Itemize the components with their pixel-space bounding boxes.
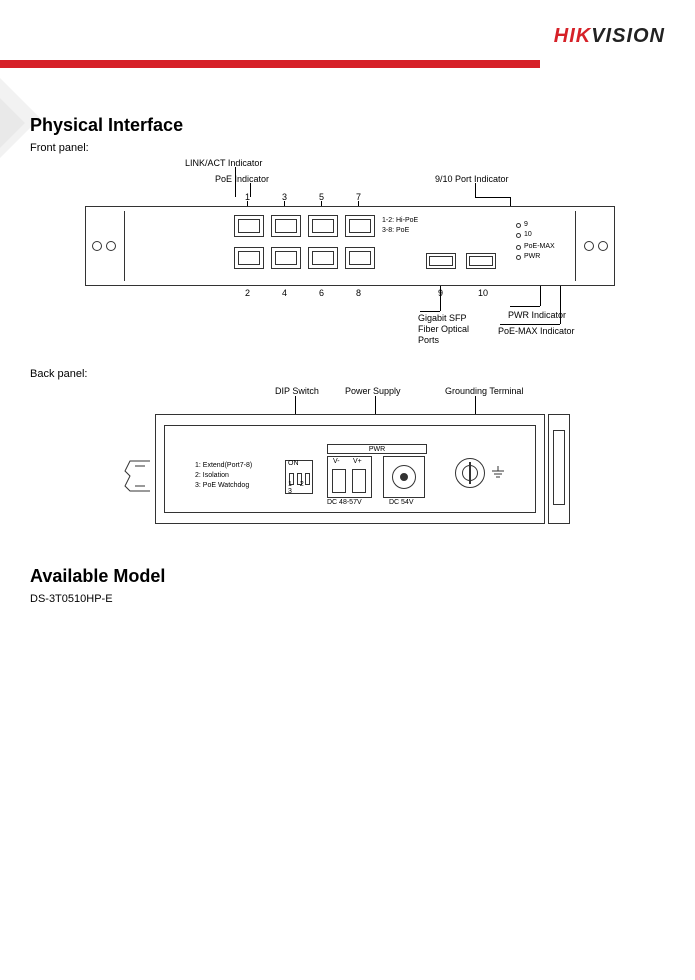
front-panel-label: Front panel:	[30, 142, 665, 154]
callout-pwr-ind: PWR Indicator	[508, 310, 566, 320]
mount-hole-l	[92, 241, 102, 251]
callout-link-act: LINK/ACT Indicator	[185, 158, 262, 168]
port-6	[308, 247, 338, 269]
callout-power: Power Supply	[345, 386, 401, 396]
line-sfp-v	[440, 286, 441, 311]
dip-on: ON	[288, 460, 299, 467]
line-dip	[295, 396, 296, 414]
port-7	[345, 215, 375, 237]
led-label-10: 10	[524, 231, 532, 238]
ground-slot-v	[469, 462, 471, 484]
ground-screw	[455, 458, 485, 488]
callout-poemax-ind: PoE-MAX Indicator	[498, 326, 575, 336]
bracket-line-r	[575, 211, 576, 281]
label-vminus: V-	[333, 458, 340, 465]
watermark-triangle-2	[0, 98, 30, 148]
back-panel-label: Back panel:	[30, 368, 665, 380]
port-4	[271, 247, 301, 269]
port-num-2: 2	[245, 288, 250, 298]
brand-logo: HIKVISION	[554, 25, 665, 48]
line-poe-v	[250, 183, 251, 197]
led-pwr	[516, 255, 521, 260]
callout-sfp: Gigabit SFP Fiber Optical Ports	[418, 313, 469, 345]
brand-part1: HIK	[554, 25, 591, 47]
port-5	[308, 215, 338, 237]
led-label-poemax: PoE-MAX	[524, 243, 555, 250]
port-2	[234, 247, 264, 269]
terminal-block: V- V+	[327, 456, 372, 498]
section-title-available: Available Model	[30, 566, 665, 587]
term-1	[332, 469, 346, 493]
sfp-10	[466, 253, 496, 269]
mounting-rail	[548, 414, 570, 524]
dip-switch-box: ON 1 2 3	[285, 460, 313, 494]
callout-dip: DIP Switch	[275, 386, 319, 396]
label-hipoe: 1-2: Hi-PoE	[382, 217, 418, 224]
line-910-h	[475, 197, 510, 198]
left-clip-icon	[120, 456, 155, 496]
content-area: Physical Interface Front panel: LINK/ACT…	[30, 115, 665, 609]
port-num-8: 8	[356, 288, 361, 298]
barrel-inner	[400, 473, 408, 481]
dip-nums: 1 2 3	[288, 481, 312, 495]
brand-part2: VISION	[591, 25, 665, 47]
pwr-bar: PWR	[327, 444, 427, 454]
callout-poe-ind: PoE Indicator	[215, 174, 269, 184]
model-number: DS-3T0510HP-E	[30, 593, 665, 605]
label-dc4857: DC 48-57V	[327, 499, 362, 506]
back-panel-diagram: DIP Switch Power Supply Grounding Termin…	[30, 386, 665, 546]
mount-hole-r	[598, 241, 608, 251]
barrel-jack-box	[383, 456, 425, 498]
bracket-line-l	[124, 211, 125, 281]
port-8	[345, 247, 375, 269]
callout-ground: Grounding Terminal	[445, 386, 523, 396]
led-10	[516, 233, 521, 238]
led-label-9: 9	[524, 221, 528, 228]
port-1	[234, 215, 264, 237]
callout-port910: 9/10 Port Indicator	[435, 174, 509, 184]
sfp-num-10: 10	[478, 288, 488, 298]
dip-legend-3: 3: PoE Watchdog	[195, 482, 249, 489]
ground-symbol-icon	[491, 466, 505, 480]
section-title-physical: Physical Interface	[30, 115, 665, 136]
line-poemax-h	[500, 324, 560, 325]
term-2	[352, 469, 366, 493]
available-model-section: Available Model DS-3T0510HP-E	[30, 566, 665, 605]
led-poemax	[516, 245, 521, 250]
front-chassis: 1-2: Hi-PoE 3-8: PoE 9 10 PoE-MAX PWR	[85, 206, 615, 286]
header-red-bar	[0, 60, 540, 68]
back-chassis-outer: 1: Extend(Port7-8) 2: Isolation 3: PoE W…	[155, 414, 545, 524]
line-sfp-h	[420, 311, 440, 312]
mount-hole-r2	[584, 241, 594, 251]
line-910-v1	[475, 183, 476, 197]
line-link-act-v	[235, 167, 236, 197]
port-num-4: 4	[282, 288, 287, 298]
line-pwr-h	[510, 306, 540, 307]
mount-hole-l2	[106, 241, 116, 251]
line-pwr-v	[540, 286, 541, 306]
dip-legend-1: 1: Extend(Port7-8)	[195, 462, 252, 469]
label-vplus: V+	[353, 458, 362, 465]
line-poemax-v	[560, 286, 561, 324]
led-label-pwr: PWR	[524, 253, 540, 260]
back-chassis-inner: 1: Extend(Port7-8) 2: Isolation 3: PoE W…	[164, 425, 536, 513]
barrel-outer	[392, 465, 416, 489]
led-9	[516, 223, 521, 228]
sfp-9	[426, 253, 456, 269]
front-panel-diagram: LINK/ACT Indicator PoE Indicator 9/10 Po…	[30, 158, 665, 358]
port-3	[271, 215, 301, 237]
port-num-6: 6	[319, 288, 324, 298]
line-ground	[475, 396, 476, 414]
label-dc54: DC 54V	[389, 499, 414, 506]
label-poe38: 3-8: PoE	[382, 227, 409, 234]
line-power	[375, 396, 376, 414]
dip-legend-2: 2: Isolation	[195, 472, 229, 479]
rail-inner	[553, 430, 565, 505]
